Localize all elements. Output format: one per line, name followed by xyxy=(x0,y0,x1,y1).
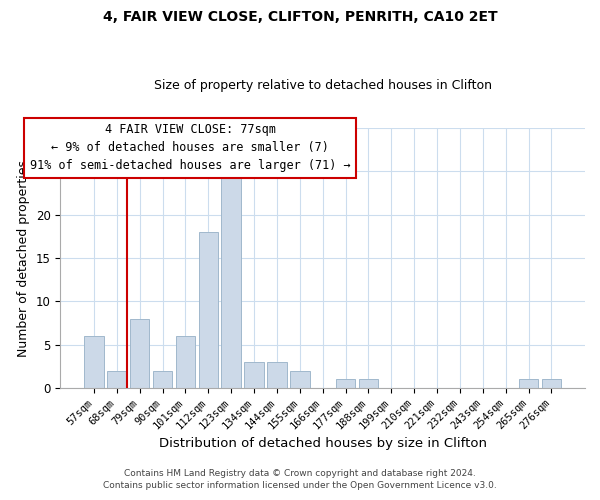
Bar xyxy=(290,371,310,388)
Y-axis label: Number of detached properties: Number of detached properties xyxy=(17,160,30,356)
Bar xyxy=(359,380,378,388)
Bar xyxy=(542,380,561,388)
Bar xyxy=(199,232,218,388)
Bar xyxy=(336,380,355,388)
Bar xyxy=(84,336,104,388)
Bar xyxy=(519,380,538,388)
Bar xyxy=(130,318,149,388)
Bar xyxy=(244,362,264,388)
Bar xyxy=(153,371,172,388)
Text: 4, FAIR VIEW CLOSE, CLIFTON, PENRITH, CA10 2ET: 4, FAIR VIEW CLOSE, CLIFTON, PENRITH, CA… xyxy=(103,10,497,24)
Text: Contains HM Land Registry data © Crown copyright and database right 2024.
Contai: Contains HM Land Registry data © Crown c… xyxy=(103,468,497,490)
Title: Size of property relative to detached houses in Clifton: Size of property relative to detached ho… xyxy=(154,79,492,92)
Bar xyxy=(107,371,127,388)
X-axis label: Distribution of detached houses by size in Clifton: Distribution of detached houses by size … xyxy=(159,437,487,450)
Bar xyxy=(221,172,241,388)
Bar xyxy=(176,336,195,388)
Text: 4 FAIR VIEW CLOSE: 77sqm
← 9% of detached houses are smaller (7)
91% of semi-det: 4 FAIR VIEW CLOSE: 77sqm ← 9% of detache… xyxy=(30,124,350,172)
Bar xyxy=(267,362,287,388)
